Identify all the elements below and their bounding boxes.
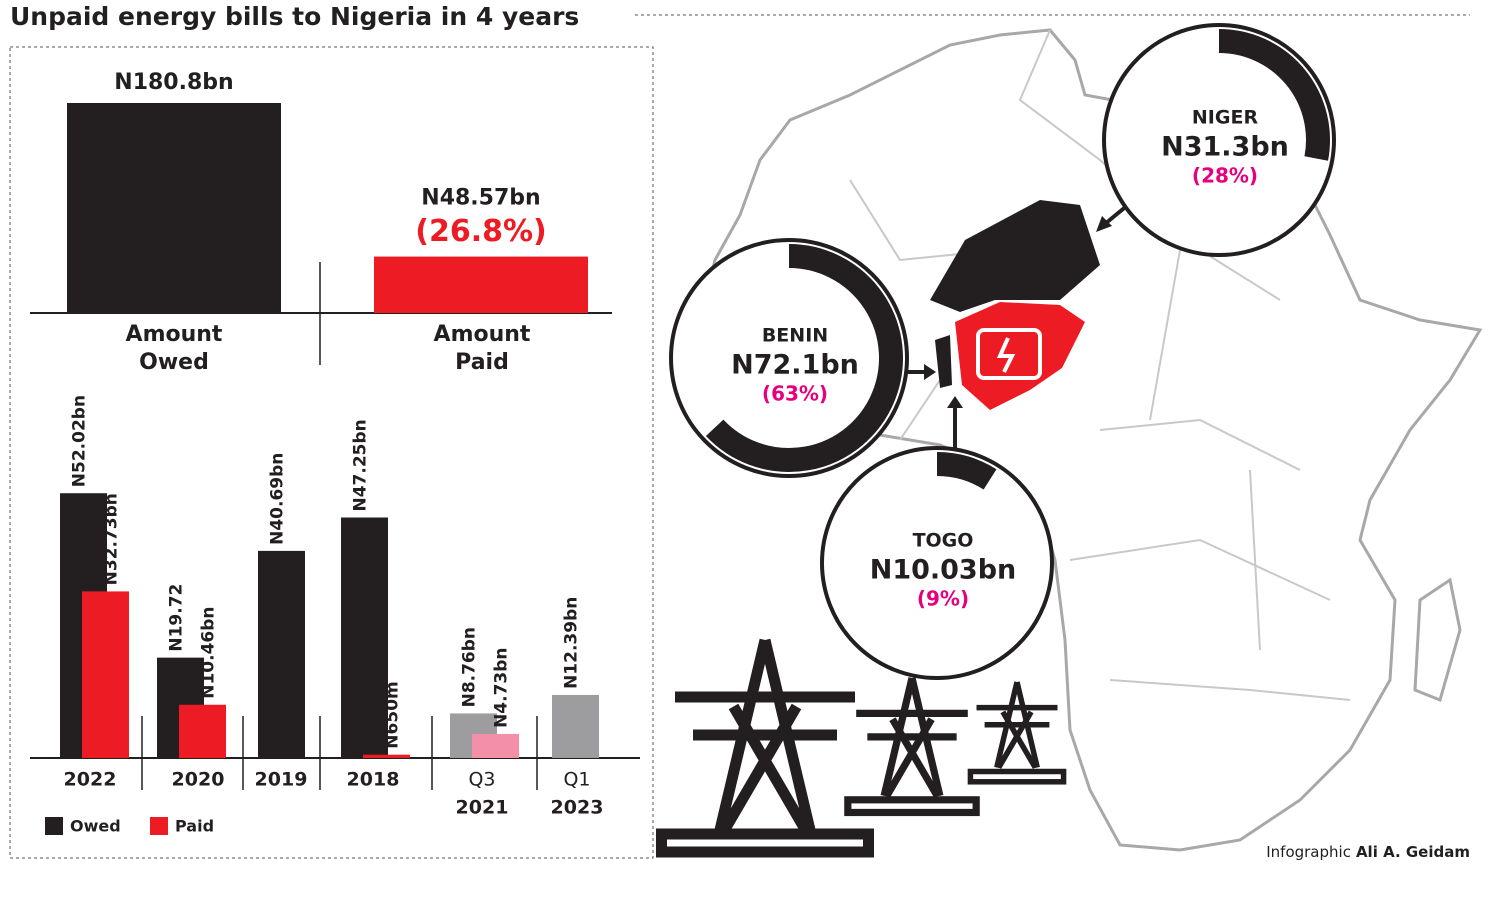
credit: Infographic Ali A. Geidam [1266, 843, 1470, 861]
nigeria-bolt [996, 337, 1016, 373]
credit-prefix: Infographic [1266, 843, 1351, 861]
bar [374, 256, 588, 313]
value-label: N12.39bn [562, 597, 582, 689]
legend-label: Owed [70, 817, 121, 836]
share-label: (63%) [762, 382, 828, 406]
category-label: Amount [126, 322, 223, 347]
value-label: N180.8bn [114, 70, 233, 95]
bar [363, 754, 410, 758]
tower-frame [675, 638, 855, 833]
benin-shape [935, 335, 952, 388]
category-label: Owed [139, 350, 209, 375]
country-label: NIGER [1192, 107, 1259, 129]
share-label: (9%) [917, 587, 969, 611]
towers [656, 638, 1067, 858]
category-label: Q1 [563, 769, 590, 791]
category-label: Paid [455, 350, 509, 375]
value-label: N10.03bn [870, 555, 1017, 586]
legend-swatch [150, 817, 168, 835]
borders [849, 29, 1351, 701]
donut-outline [820, 446, 1054, 680]
tower [967, 681, 1067, 785]
category-label: 2018 [347, 769, 400, 791]
donut-arc [705, 244, 903, 472]
tower-frame [976, 681, 1058, 769]
category-label: Q3 [468, 769, 495, 791]
value-label: N650m [383, 681, 403, 748]
value-label: N72.1bn [731, 350, 859, 381]
donut-outline [1102, 23, 1336, 257]
nigeria-icon [976, 328, 1042, 380]
value-label: N4.73bn [492, 647, 512, 727]
legend-swatch [45, 817, 63, 835]
tower-base [967, 768, 1067, 785]
bar [552, 694, 599, 758]
share-label: (28%) [1192, 164, 1258, 188]
title: Unpaid energy bills to Nigeria in 4 year… [10, 2, 579, 31]
donut-arc [1218, 29, 1330, 161]
value-label: N48.57bn [421, 186, 540, 211]
category-label: 2023 [551, 797, 604, 819]
bar [258, 550, 305, 758]
donut-arc [936, 452, 997, 490]
tower-base [656, 828, 874, 858]
madagascar [1413, 577, 1462, 703]
value-label: N32.73bn [102, 493, 122, 585]
category-label: 2020 [172, 769, 225, 791]
panel-border [9, 46, 654, 859]
value-label: N8.76bn [460, 627, 480, 707]
country-label: TOGO [913, 530, 974, 552]
bar [67, 103, 281, 314]
bar [82, 591, 129, 758]
category-label: 2022 [64, 769, 117, 791]
tower-base [844, 796, 980, 817]
tower [656, 638, 874, 858]
niger-shape [930, 200, 1100, 312]
annotation: (26.8%) [415, 214, 547, 249]
value-label: N52.02bn [70, 395, 90, 487]
value-label: N10.46bn [199, 606, 219, 698]
togo-arrowhead [947, 396, 963, 408]
value-label: N19.72 [167, 584, 187, 652]
credit-name: Ali A. Geidam [1356, 843, 1470, 861]
legend-label: Paid [175, 817, 214, 836]
tower-frame [856, 677, 968, 798]
country-label: BENIN [762, 325, 828, 347]
category-label: 2019 [255, 769, 308, 791]
value-label: N47.25bn [351, 419, 371, 511]
niger-arrowhead [1096, 216, 1112, 232]
category-label: Amount [434, 322, 531, 347]
bar [179, 704, 226, 758]
donut-outline [669, 238, 909, 478]
bar [341, 517, 388, 758]
benin-arrowhead [924, 364, 936, 380]
category-label: 2021 [456, 797, 509, 819]
bar [472, 733, 519, 758]
value-label: N31.3bn [1161, 132, 1289, 163]
tower [844, 677, 980, 817]
value-label: N40.69bn [268, 453, 288, 545]
